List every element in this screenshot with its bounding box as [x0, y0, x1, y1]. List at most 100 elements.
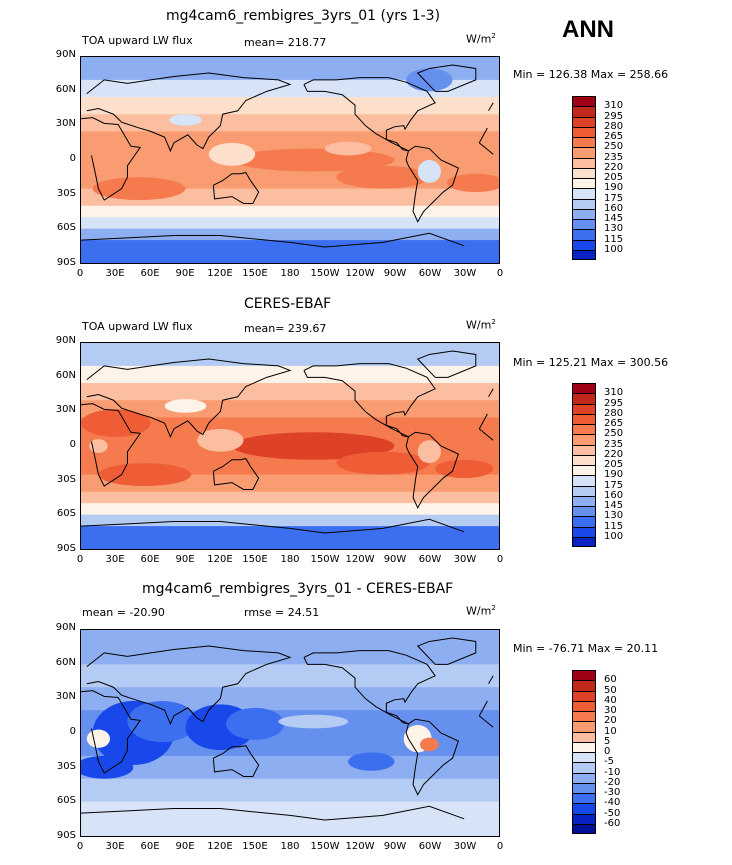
- colorbar-label: 235: [604, 151, 624, 163]
- colorbar-label: 310: [604, 100, 624, 112]
- field-feature: [278, 714, 349, 729]
- panel3-minmax: Min = -76.71 Max = 20.11: [513, 642, 659, 655]
- colorbar-swatch: [572, 516, 596, 527]
- panel1-lon-tick: 150W: [310, 268, 340, 279]
- field-feature: [336, 451, 430, 475]
- panel1-lon-tick: 60W: [418, 268, 442, 279]
- coastline: [416, 64, 477, 92]
- colorbar-swatch: [572, 239, 596, 250]
- panel1-colorbar: [572, 96, 596, 260]
- panel2-units: W/m2: [466, 318, 496, 332]
- panel2-lon-tick: 150W: [310, 554, 340, 565]
- colorbar-label: 20: [604, 715, 617, 727]
- field-band: [81, 687, 499, 711]
- panel3-lat-tick: 30N: [55, 691, 76, 703]
- field-band: [81, 383, 499, 401]
- panel2-lat-tick: 0: [69, 439, 76, 450]
- panel2-lon-tick: 180: [280, 554, 300, 565]
- colorbar-swatch: [572, 762, 596, 773]
- colorbar-label: -60: [604, 817, 621, 829]
- panel1-lon-tick: 120E: [207, 268, 233, 279]
- panel1-units: W/m2: [466, 32, 496, 46]
- panel3-lat-tick: 60S: [56, 795, 76, 807]
- panel3-lon-tick: 0: [76, 841, 84, 852]
- panel3-title: mg4cam6_rembigres_3yrs_01 - CERES-EBAF: [142, 581, 454, 597]
- colorbar-swatch: [572, 393, 596, 404]
- colorbar-label: 130: [604, 510, 624, 522]
- field-feature: [226, 707, 285, 740]
- field-feature: [336, 165, 430, 189]
- colorbar-swatch: [572, 680, 596, 691]
- colorbar-label: 145: [604, 500, 624, 511]
- colorbar-label: 175: [604, 479, 624, 491]
- colorbar-label: 145: [604, 213, 624, 224]
- panel3-mean-label: mean = -20.90: [82, 606, 165, 619]
- coastline: [488, 102, 494, 112]
- panel1-lon-tick: 0: [496, 268, 504, 279]
- coastline: [303, 363, 436, 438]
- field-band: [81, 514, 499, 527]
- colorbar-label: 265: [604, 418, 624, 429]
- panel2-lon-tick: 90E: [175, 554, 195, 565]
- colorbar-label: 220: [604, 448, 624, 460]
- field-band: [81, 97, 499, 115]
- colorbar-label: -20: [604, 776, 621, 788]
- panel2-lon-tick: 0: [496, 554, 504, 565]
- colorbar-swatch: [572, 731, 596, 742]
- panel1-title: mg4cam6_rembigres_3yrs_01 (yrs 1-3): [166, 8, 441, 24]
- field-feature: [348, 752, 395, 771]
- colorbar-swatch: [572, 424, 596, 435]
- field-feature: [164, 399, 207, 413]
- coastline: [488, 675, 494, 685]
- panel2-lat-tick: 60N: [55, 369, 76, 381]
- colorbar-swatch: [572, 536, 596, 547]
- colorbar-label: 235: [604, 438, 624, 450]
- panel3-lat-tick: 30S: [56, 760, 76, 772]
- panel3-lat-tick: 0: [69, 726, 76, 737]
- colorbar-swatch: [572, 208, 596, 219]
- field-band: [81, 526, 499, 549]
- field-band: [81, 755, 499, 780]
- field-band: [81, 778, 499, 803]
- coastline: [81, 403, 142, 487]
- panel3-lat-tick: 90S: [56, 830, 76, 841]
- colorbar-swatch: [572, 157, 596, 168]
- colorbar-swatch: [572, 721, 596, 732]
- coastline: [81, 808, 291, 816]
- panel1-variable-label: TOA upward LW flux: [82, 34, 193, 47]
- field-feature: [197, 428, 244, 452]
- colorbar-swatch: [572, 465, 596, 476]
- panel2-mean-label: mean= 239.67: [244, 322, 327, 335]
- panel1-lat-tick: 90S: [56, 257, 76, 268]
- colorbar-label: 100: [604, 243, 624, 255]
- colorbar-label: 295: [604, 397, 624, 409]
- colorbar-label: 115: [604, 520, 624, 532]
- field-feature: [81, 409, 151, 437]
- field-band: [81, 343, 499, 367]
- colorbar-swatch: [572, 188, 596, 199]
- colorbar-label: -40: [604, 797, 621, 809]
- panel1-lon-tick: 180: [280, 268, 300, 279]
- colorbar-swatch: [572, 137, 596, 148]
- field-feature: [169, 114, 202, 126]
- panel3-lon-tick: 180: [280, 841, 300, 852]
- panel2-minmax: Min = 125.21 Max = 300.56: [513, 356, 669, 369]
- coastline: [289, 518, 465, 534]
- colorbar-label: 40: [604, 694, 617, 706]
- panel3-map: [80, 629, 500, 837]
- colorbar-swatch: [572, 782, 596, 793]
- panel1-lon-tick: 120W: [345, 268, 375, 279]
- panel3-lon-tick: 0: [496, 841, 504, 852]
- panel3-lon-tick: 30E: [105, 841, 125, 852]
- coastline: [212, 745, 260, 777]
- colorbar-swatch: [572, 752, 596, 763]
- panel2-lat-tick: 90N: [55, 335, 76, 346]
- colorbar-label: 280: [604, 120, 624, 132]
- coastline: [405, 145, 459, 223]
- panel2-map: [80, 342, 500, 550]
- panel1-lat-tick: 30N: [55, 118, 76, 130]
- panel1-lat-tick: 0: [69, 153, 76, 164]
- panel1-lon-tick: 90W: [383, 268, 407, 279]
- colorbar-swatch: [572, 700, 596, 711]
- field-band: [81, 630, 499, 665]
